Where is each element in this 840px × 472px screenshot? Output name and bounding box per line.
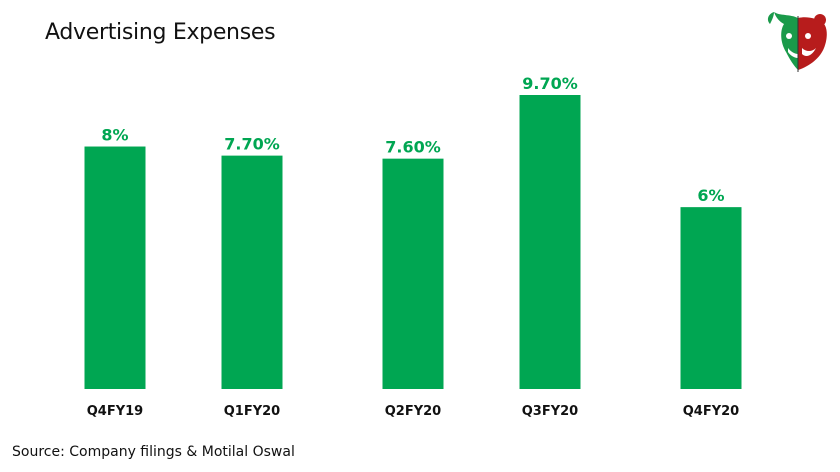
bar-Q1FY20 — [221, 155, 283, 389]
category-label-Q4FY20: Q4FY20 — [683, 404, 739, 419]
value-label-Q4FY20: 6% — [697, 186, 724, 205]
chart-title: Advertising Expenses — [45, 20, 276, 45]
category-label-Q3FY20: Q3FY20 — [522, 404, 578, 419]
category-label-Q1FY20: Q1FY20 — [224, 404, 280, 419]
bar-Q2FY20 — [382, 158, 444, 389]
source-note: Source: Company filings & Motilal Oswal — [12, 444, 295, 460]
bar-Q4FY20 — [680, 207, 742, 389]
value-label-Q2FY20: 7.60% — [385, 138, 441, 157]
value-label-Q4FY19: 8% — [101, 126, 128, 145]
bull-bear-logo-icon — [762, 8, 834, 74]
value-label-Q3FY20: 9.70% — [522, 74, 578, 93]
bar-Q3FY20 — [519, 95, 581, 389]
category-label-Q4FY19: Q4FY19 — [87, 404, 143, 419]
value-label-Q1FY20: 7.70% — [224, 135, 280, 154]
category-label-Q2FY20: Q2FY20 — [385, 404, 441, 419]
bar-Q4FY19 — [84, 146, 146, 389]
